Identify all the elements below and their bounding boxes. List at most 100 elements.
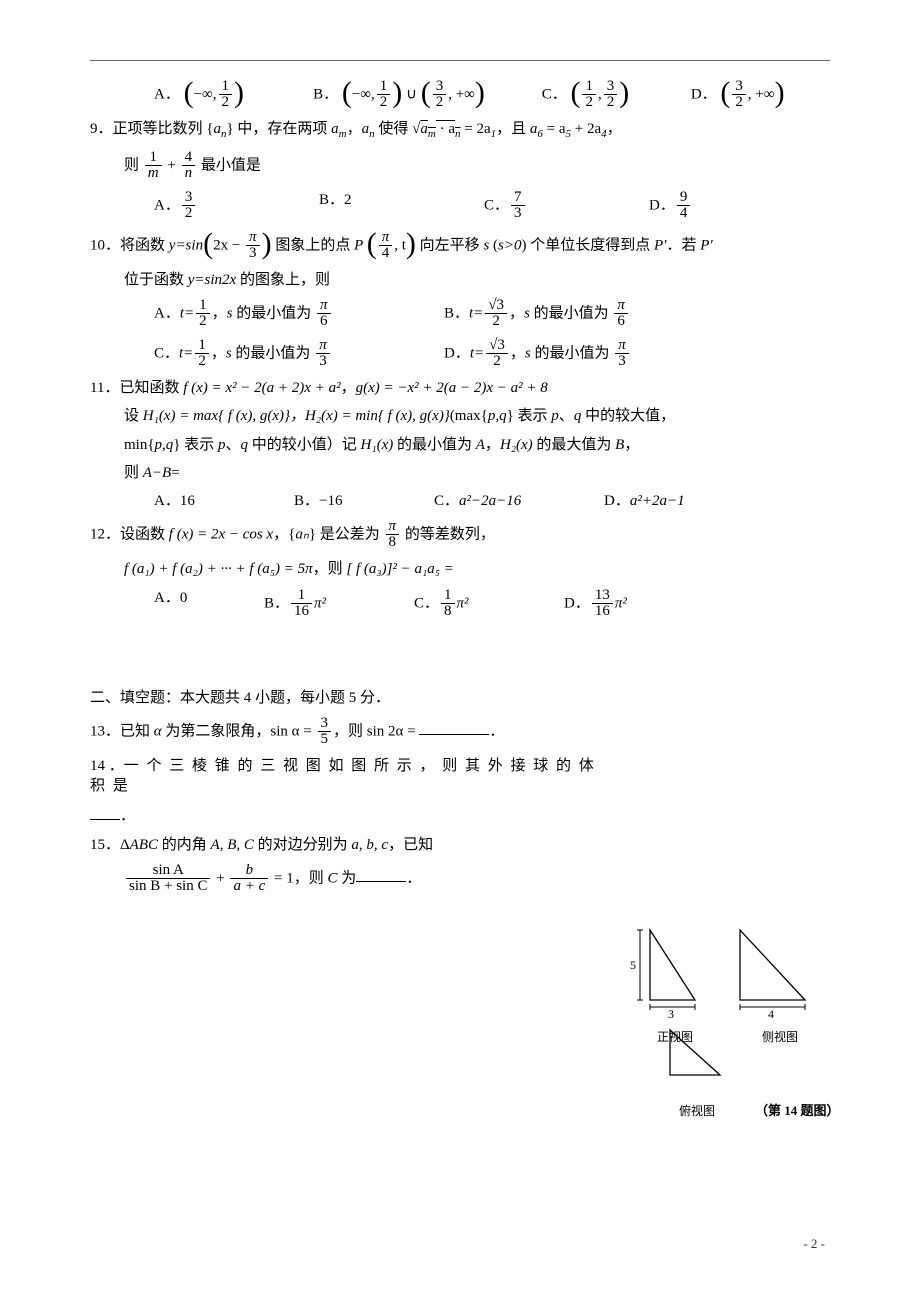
t: ，	[607, 121, 622, 137]
d: 2	[486, 354, 508, 370]
n: b	[230, 863, 268, 879]
AB: A, B, C	[211, 837, 254, 853]
t: t=	[470, 346, 484, 362]
q8-opt-C: C． (12,32)	[542, 79, 691, 111]
q15-blank	[356, 866, 406, 882]
q13-num: 13．	[90, 723, 120, 739]
d: 2	[582, 95, 596, 111]
v: 16	[180, 493, 195, 509]
q10-stem2: 位于函数 y=sin2x 的图象上，则	[90, 270, 830, 290]
n: π	[316, 338, 330, 354]
side-w: 4	[768, 1007, 774, 1021]
t: ，则	[313, 561, 347, 577]
n: π	[615, 338, 629, 354]
side-label: 侧视图	[735, 1028, 825, 1045]
B: B	[615, 437, 624, 453]
d: 16	[592, 604, 613, 620]
q12-B: B．116π²	[264, 588, 414, 620]
q13: 13．已知 α 为第二象限角，sin α = 35，则 sin 2α = ．	[90, 716, 830, 748]
c: ，	[510, 346, 525, 362]
n: 3	[433, 79, 447, 95]
pi2: π²	[314, 595, 326, 611]
y2: y=sin2x	[188, 272, 236, 288]
n: 4	[182, 150, 196, 166]
in1: 2x −	[213, 237, 240, 253]
l: C．	[414, 595, 439, 611]
q13-blank	[419, 719, 489, 735]
v: 0	[180, 590, 188, 606]
t: 已知函数	[119, 380, 183, 396]
t: t=	[179, 346, 193, 362]
d: 3	[316, 354, 330, 370]
q9-A: A．32	[154, 190, 319, 222]
q14-blank	[90, 804, 120, 820]
t: 的等差数列，	[401, 527, 495, 543]
t: 向左平移	[416, 237, 484, 253]
rparen: )	[234, 81, 244, 105]
comma: ,	[598, 86, 602, 102]
t: 中的较大值，	[581, 408, 675, 424]
l: C．	[484, 197, 509, 213]
n: 1	[195, 338, 209, 354]
q12-A: A．0	[154, 588, 264, 620]
l: D．	[604, 493, 630, 509]
eq: = 1，则	[270, 870, 327, 886]
Pp: P′	[654, 237, 666, 253]
q8B-b: , +∞	[448, 86, 475, 102]
l: B．	[264, 595, 289, 611]
q8A-num: 1	[219, 79, 233, 95]
lparen: (	[367, 232, 377, 256]
q15-stem2: sin Asin B + sin C + ba + c = 1，则 C 为．	[90, 863, 830, 895]
n: 9	[677, 190, 691, 206]
pi: π	[386, 519, 400, 535]
q11-stem1: 11．已知函数 f (x) = x² − 2(a + 2)x + a²，g(x)…	[90, 378, 830, 398]
t: 的对边分别为	[254, 837, 352, 853]
section2-heading: 二、填空题：本大题共 4 小题，每小题 5 分．	[90, 688, 830, 708]
q12-stem2: f (a₁) + f (a₂) + ··· + f (a₅) = 5π，则 [ …	[90, 559, 830, 579]
n: sin A	[126, 863, 210, 879]
d: n	[182, 166, 196, 182]
l: D．	[564, 595, 590, 611]
P: P	[354, 237, 367, 253]
q11-B: B．−16	[294, 491, 434, 511]
c: ，	[347, 121, 362, 137]
q9-num: 9．	[90, 121, 113, 137]
n: 1	[441, 588, 455, 604]
d: sin B + sin C	[126, 879, 210, 895]
a: a	[213, 121, 221, 137]
front-w: 3	[668, 1007, 674, 1021]
d: 8	[386, 535, 400, 551]
q8C-label: C．	[542, 86, 567, 102]
alpha: α	[154, 723, 162, 739]
d: 2	[604, 95, 618, 111]
d: a + c	[230, 879, 268, 895]
l: B．	[444, 306, 469, 322]
d: 2	[433, 95, 447, 111]
t: 最小值是	[197, 157, 261, 173]
q11-D: D．a²+2a−1	[604, 491, 744, 511]
q8-opt-D: D． (32, +∞)	[691, 79, 830, 111]
pq: p,q	[155, 437, 174, 453]
l: B．	[294, 493, 319, 509]
q12-options: A．0 B．116π² C．18π² D．1316π²	[90, 588, 830, 620]
t: 将函数	[120, 237, 169, 253]
n: π	[317, 298, 331, 314]
q9-stem2: 则 1m + 4n 最小值是	[90, 150, 830, 182]
yeq: y=sin	[169, 237, 203, 253]
q8-opt-B: B． (−∞,12) ∪ (32, +∞)	[313, 79, 542, 111]
eq: =	[171, 465, 179, 481]
c: ，	[341, 380, 356, 396]
top-label: 俯视图	[645, 1102, 749, 1119]
sin2a: sin 2α =	[367, 723, 416, 739]
t: t=	[180, 306, 194, 322]
n: √3	[485, 298, 507, 314]
q14-num: 14 ．	[90, 758, 124, 774]
t: ) 个单位长度得到点	[522, 237, 655, 253]
fig-caption: （第 14 题图）	[755, 1100, 835, 1119]
t: } 中，存在两项	[226, 121, 331, 137]
lparen: (	[570, 81, 580, 105]
l: A．	[154, 590, 180, 606]
top-rule	[90, 60, 830, 61]
l: C．	[154, 346, 179, 362]
n: 1	[145, 150, 162, 166]
